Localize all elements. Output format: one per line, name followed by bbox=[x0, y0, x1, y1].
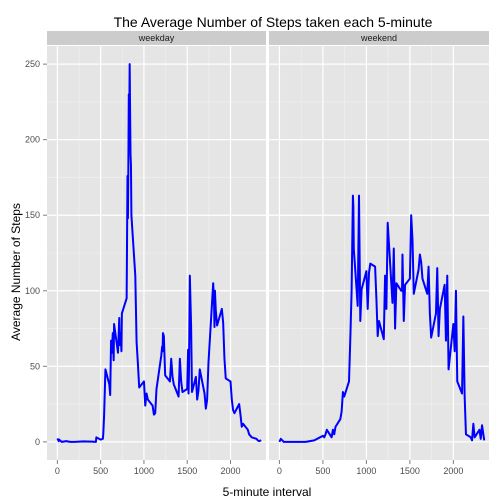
facet-strip-weekend bbox=[269, 31, 489, 45]
x-tick-label: 1500 bbox=[177, 466, 197, 476]
x-tick-label: 0 bbox=[277, 466, 282, 476]
chart-title: The Average Number of Steps taken each 5… bbox=[114, 14, 433, 30]
y-tick-label: 0 bbox=[35, 437, 40, 447]
x-axis-ticks: 0 500 1000 1500 2000 0 500 1000 1500 2000 bbox=[55, 460, 463, 476]
y-tick-label: 200 bbox=[25, 135, 40, 145]
x-tick-label: 0 bbox=[55, 466, 60, 476]
x-tick-label: 500 bbox=[315, 466, 330, 476]
facet-label-weekday: weekday bbox=[138, 33, 175, 43]
x-tick-label: 2000 bbox=[443, 466, 463, 476]
y-axis-title: Average Number of Steps bbox=[9, 203, 23, 341]
y-axis-ticks: 0 50 100 150 200 250 bbox=[25, 59, 47, 447]
y-tick-label: 250 bbox=[25, 59, 40, 69]
y-tick-label: 50 bbox=[30, 361, 40, 371]
facet-label-weekend: weekend bbox=[360, 33, 397, 43]
facet-strip-weekday bbox=[47, 31, 266, 45]
panel-weekend: weekend bbox=[269, 31, 489, 460]
y-tick-label: 100 bbox=[25, 286, 40, 296]
x-tick-label: 500 bbox=[93, 466, 108, 476]
x-tick-label: 1500 bbox=[400, 466, 420, 476]
series-line-weekday bbox=[56, 63, 262, 443]
x-tick-label: 2000 bbox=[220, 466, 240, 476]
x-axis-title: 5-minute interval bbox=[223, 485, 312, 499]
x-tick-label: 1000 bbox=[134, 466, 154, 476]
panel-weekday: weekday bbox=[47, 31, 266, 460]
series-line-weekend bbox=[278, 194, 486, 443]
x-tick-label: 1000 bbox=[356, 466, 376, 476]
y-tick-label: 150 bbox=[25, 210, 40, 220]
chart-panels: weekday weekend bbox=[47, 31, 489, 460]
